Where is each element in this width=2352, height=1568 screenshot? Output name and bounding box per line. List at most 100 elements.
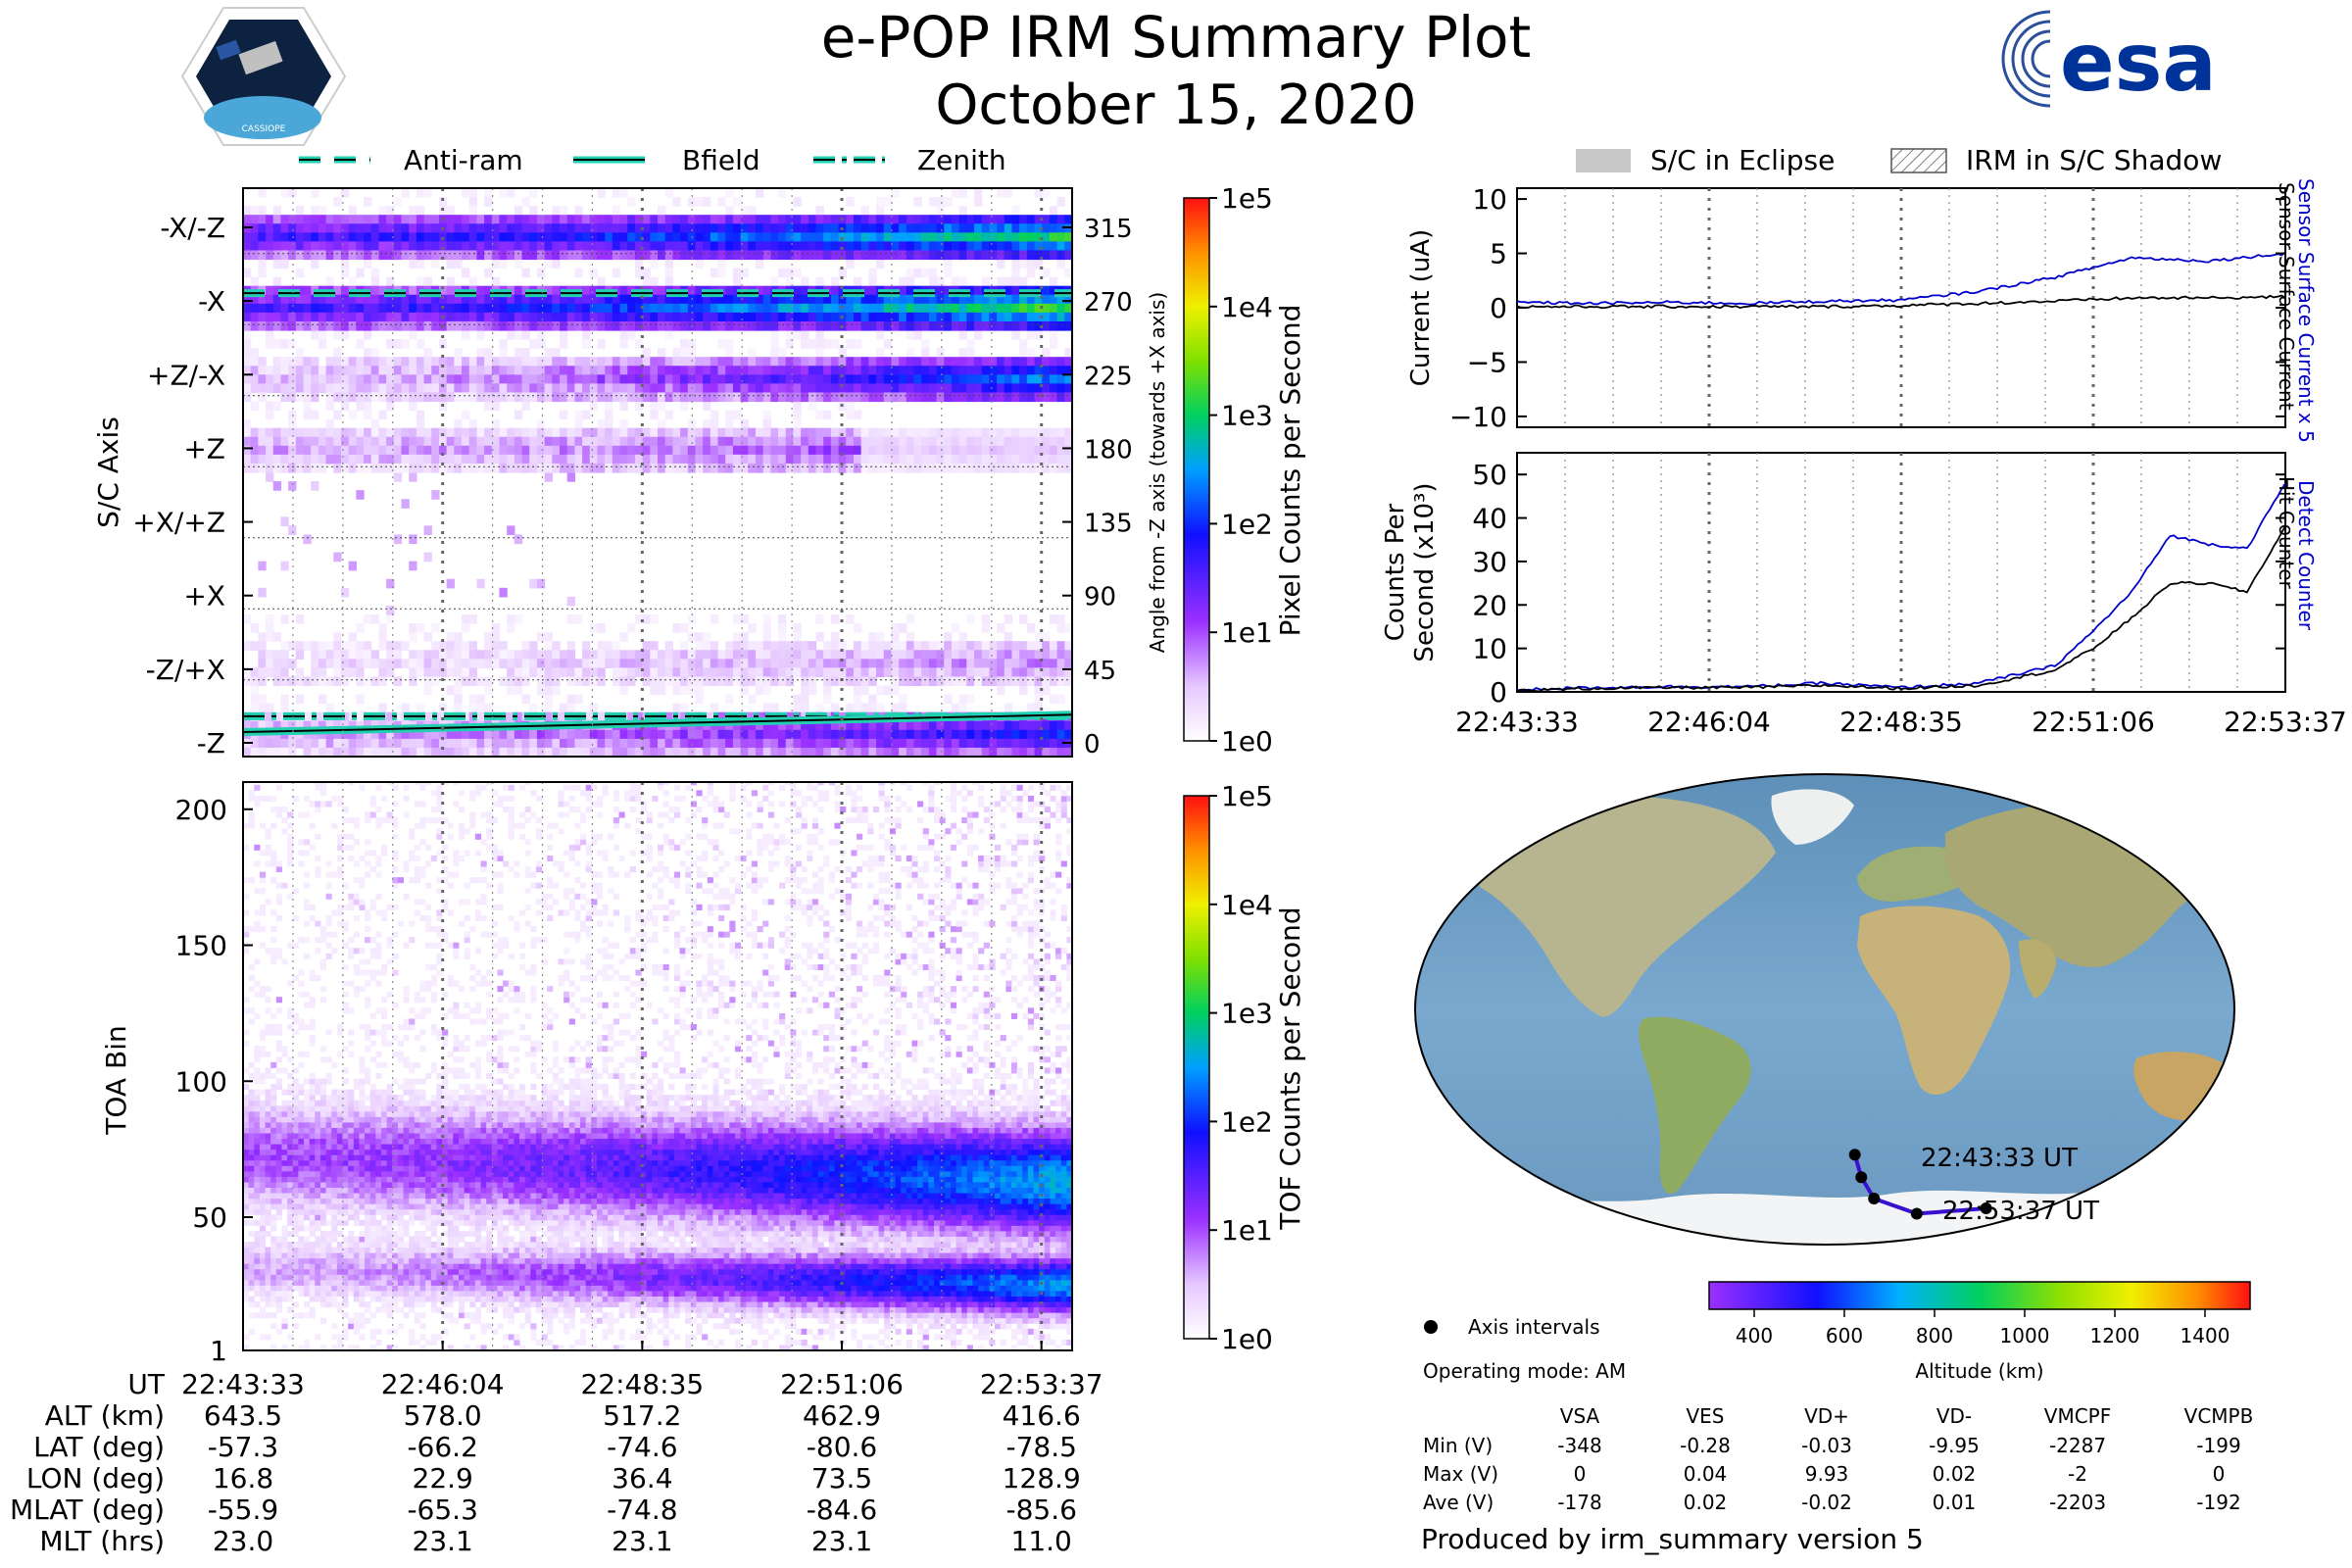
pixel-cell xyxy=(491,294,501,305)
pixel-cell xyxy=(266,294,274,305)
pixel-cell xyxy=(823,650,832,660)
pixel-cell xyxy=(838,659,847,668)
pixel-cell xyxy=(650,215,659,224)
toa-cell xyxy=(298,1274,305,1281)
toa-cell xyxy=(243,1116,250,1123)
pixel-cell xyxy=(462,738,470,749)
pixel-cell xyxy=(393,223,403,233)
pixel-cell xyxy=(770,366,779,375)
pixel-cell xyxy=(899,374,907,384)
pixel-cell xyxy=(566,463,575,473)
pixel-cell xyxy=(778,303,787,314)
pixel-cell xyxy=(1026,330,1036,340)
pixel-cell xyxy=(295,206,305,216)
pixel-cell xyxy=(650,641,659,651)
pixel-cell xyxy=(936,232,945,242)
pixel-cell xyxy=(507,667,515,678)
pixel-cell xyxy=(634,667,644,678)
pixel-cell xyxy=(808,685,817,696)
pixel-cell xyxy=(544,454,553,465)
pixel-cell xyxy=(710,738,719,749)
pixel-cell xyxy=(499,250,508,261)
pixel-cell xyxy=(386,357,395,367)
pixel-cell xyxy=(883,650,893,660)
pixel-cell xyxy=(491,454,501,465)
pixel-cell xyxy=(250,401,259,412)
toa-cell xyxy=(331,1138,338,1145)
pixel-cell xyxy=(468,241,478,252)
toa-cell xyxy=(292,1268,299,1275)
pixel-cell xyxy=(574,241,583,252)
toa-cell xyxy=(342,1193,349,1200)
pixel-cell xyxy=(868,276,877,287)
pixel-cell xyxy=(966,250,975,261)
pixel-cell xyxy=(266,472,274,482)
pixel-cell xyxy=(529,667,538,678)
pixel-cell xyxy=(1049,659,1058,668)
pixel-cell xyxy=(1004,250,1013,261)
toa-cell xyxy=(243,1279,250,1286)
pixel-cell xyxy=(785,641,795,651)
pixel-cell xyxy=(951,729,960,740)
toa-cell xyxy=(336,1345,344,1350)
pixel-cell xyxy=(725,250,734,261)
pixel-cell xyxy=(725,641,734,651)
pixel-cell xyxy=(989,383,998,394)
pixel-cell xyxy=(1004,436,1013,447)
pixel-cell xyxy=(536,232,546,242)
toa-cell xyxy=(336,866,344,873)
pixel-cell xyxy=(258,587,267,598)
pixel-cell xyxy=(272,747,282,757)
pixel-cell xyxy=(642,463,651,473)
pixel-cell xyxy=(936,250,945,261)
toa-cell xyxy=(331,1105,338,1112)
toa-cell xyxy=(319,1159,327,1166)
pixel-cell xyxy=(318,694,327,705)
pixel-cell xyxy=(823,250,832,261)
pixel-cell xyxy=(823,685,832,696)
pixel-cell xyxy=(997,641,1005,651)
pixel-cell xyxy=(393,436,403,447)
pixel-cell xyxy=(303,312,312,322)
pixel-cell xyxy=(468,427,478,438)
pixel-cell xyxy=(605,729,613,740)
pixel-cell xyxy=(732,410,742,420)
pixel-cell xyxy=(928,659,938,668)
pixel-cell xyxy=(333,650,342,660)
pixel-cell xyxy=(521,694,530,705)
pixel-cell xyxy=(642,614,651,624)
pixel-cell xyxy=(634,259,644,270)
pixel-cell xyxy=(732,667,742,678)
pixel-cell xyxy=(499,223,508,233)
pixel-cell xyxy=(1042,268,1051,278)
toa-cell xyxy=(325,1078,332,1085)
pixel-cell xyxy=(243,250,252,261)
toa-cell xyxy=(254,1144,261,1151)
pixel-cell xyxy=(574,383,583,394)
pixel-cell xyxy=(431,659,440,668)
pixel-cell xyxy=(340,427,350,438)
toa-cell xyxy=(281,1252,288,1259)
pixel-cell xyxy=(544,685,553,696)
pixel-cell xyxy=(364,738,372,749)
pixel-cell xyxy=(921,294,930,305)
pixel-cell xyxy=(748,427,757,438)
toa-cell xyxy=(309,1203,316,1210)
pixel-cell xyxy=(725,383,734,394)
toa-cell xyxy=(304,795,311,802)
pixel-cell xyxy=(318,454,327,465)
pixel-cell xyxy=(250,427,259,438)
toa-cell xyxy=(336,855,344,861)
pixel-cell xyxy=(664,357,673,367)
toa-cell xyxy=(270,1023,277,1031)
pixel-cell xyxy=(762,641,771,651)
toa-cell xyxy=(259,1089,267,1096)
toa-cell xyxy=(298,1263,305,1270)
pixel-cell xyxy=(748,650,757,660)
toa-cell xyxy=(342,1067,349,1074)
toa-cell xyxy=(348,1236,355,1243)
toa-cell xyxy=(348,980,355,987)
pixel-cell xyxy=(815,747,824,757)
pixel-cell xyxy=(1019,436,1028,447)
pixel-cell xyxy=(740,667,749,678)
